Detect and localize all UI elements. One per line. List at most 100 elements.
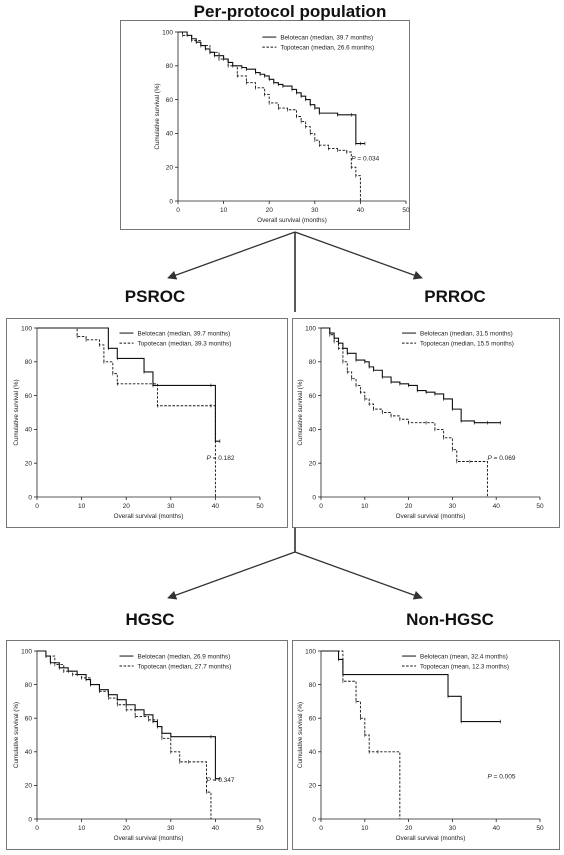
x-tick-label: 0	[176, 207, 180, 214]
x-tick-label: 50	[536, 503, 544, 510]
x-axis-label: Overall survival (months)	[396, 513, 466, 520]
x-tick-label: 20	[405, 825, 413, 832]
p-value-label: P = 0.347	[206, 777, 234, 784]
legend-label: Belotecan (median, 39.7 months)	[138, 330, 231, 337]
x-axis-label: Overall survival (months)	[114, 513, 184, 520]
chart-psroc: 0 10 20 30 40 50 0 20 40 60 80 100 Overall survival …	[6, 318, 288, 528]
y-tick-label: 40	[309, 427, 317, 434]
y-tick-label: 60	[25, 393, 33, 400]
y-tick-label: 100	[21, 325, 32, 332]
legend-label: Topotecan (median, 39.3 months)	[138, 340, 232, 347]
legend-label: Belotecan (median, 26.9 months)	[138, 653, 231, 660]
x-tick-label: 0	[319, 503, 323, 510]
x-tick-label: 10	[78, 503, 86, 510]
x-tick-label: 20	[123, 503, 131, 510]
x-axis-label: Overall survival (months)	[396, 835, 466, 842]
y-tick-label: 40	[25, 427, 33, 434]
y-tick-label: 80	[309, 359, 317, 366]
y-tick-label: 0	[28, 494, 32, 501]
legend-label: Topotecan (median, 15.5 months)	[420, 340, 514, 347]
heading-prroc: PRROC	[424, 287, 486, 306]
legend-label: Belotecan (mean, 32.4 months)	[420, 653, 508, 660]
x-tick-label: 50	[256, 825, 264, 832]
x-tick-label: 40	[212, 503, 220, 510]
y-tick-label: 0	[312, 494, 316, 501]
y-tick-label: 60	[309, 393, 317, 400]
p-value-label: P = 0.069	[487, 455, 515, 462]
x-tick-label: 20	[405, 503, 413, 510]
p-value-label: P = 0.034	[351, 155, 379, 162]
chart-hgsc: 0 10 20 30 40 50 0 20 40 60 80 100 Overall survival …	[6, 640, 288, 850]
y-tick-label: 100	[162, 29, 173, 36]
y-tick-label: 80	[309, 682, 317, 689]
series-line-belotecan	[321, 327, 501, 424]
y-tick-label: 0	[312, 816, 316, 823]
x-tick-label: 20	[266, 207, 274, 214]
y-tick-label: 20	[309, 461, 317, 468]
y-axis-label: Cumulative survival (%)	[154, 83, 161, 149]
x-tick-label: 0	[319, 825, 323, 832]
y-tick-label: 60	[25, 716, 33, 723]
y-tick-label: 60	[166, 97, 174, 104]
x-tick-label: 40	[493, 825, 501, 832]
series-line-belotecan	[321, 650, 501, 723]
legend-label: Topotecan (median, 26.6 months)	[280, 44, 374, 51]
legend-label: Belotecan (median, 39.7 months)	[280, 34, 373, 41]
heading-non-hgsc: Non-HGSC	[406, 610, 494, 629]
y-tick-label: 100	[305, 325, 316, 332]
y-tick-label: 40	[166, 131, 174, 138]
y-tick-label: 80	[25, 359, 33, 366]
chart-per-protocol: 0 10 20 30 40 50 0 20 40 60 80 100 Overall survival …	[120, 20, 410, 230]
x-tick-label: 0	[35, 825, 39, 832]
x-tick-label: 20	[123, 825, 131, 832]
x-axis-label: Overall survival (months)	[257, 217, 327, 224]
heading-per-protocol: Per-protocol population	[193, 2, 387, 21]
y-tick-label: 0	[28, 816, 32, 823]
y-tick-label: 80	[25, 682, 33, 689]
x-tick-label: 50	[256, 503, 264, 510]
p-value-label: P = 0.182	[206, 455, 234, 462]
x-tick-label: 30	[311, 207, 319, 214]
y-axis-label: Cumulative survival (%)	[297, 702, 304, 768]
legend-label: Belotecan (median, 31.5 months)	[420, 330, 513, 337]
y-tick-label: 60	[309, 716, 317, 723]
x-tick-label: 10	[78, 825, 86, 832]
chart-frame	[292, 640, 560, 850]
x-axis-label: Overall survival (months)	[114, 835, 184, 842]
x-tick-label: 40	[212, 825, 220, 832]
arrow-to-prroc	[294, 231, 423, 280]
series-line-belotecan	[37, 650, 220, 780]
x-tick-label: 50	[536, 825, 544, 832]
x-tick-label: 10	[220, 207, 228, 214]
y-tick-label: 100	[305, 648, 316, 655]
y-tick-label: 100	[21, 648, 32, 655]
chart-frame	[6, 640, 288, 850]
arrow-to-psroc	[167, 231, 296, 280]
y-tick-label: 0	[169, 198, 173, 205]
y-tick-label: 40	[309, 749, 317, 756]
legend-label: Topotecan (median, 27.7 months)	[138, 663, 232, 670]
y-tick-label: 80	[166, 63, 174, 70]
y-tick-label: 20	[309, 783, 317, 790]
y-axis-label: Cumulative survival (%)	[297, 379, 304, 445]
y-tick-label: 20	[166, 165, 174, 172]
y-axis-label: Cumulative survival (%)	[13, 379, 20, 445]
y-tick-label: 40	[25, 749, 33, 756]
chart-prroc: 0 10 20 30 40 50 0 20 40 60 80 100 Overall survival …	[292, 318, 560, 528]
legend-label: Topotecan (mean, 12.3 months)	[420, 663, 509, 670]
series-line-topotecan	[321, 650, 401, 819]
x-tick-label: 40	[493, 503, 501, 510]
p-value-label: P = 0.005	[487, 774, 515, 781]
x-tick-label: 30	[167, 503, 175, 510]
arrow-to-hgsc	[167, 551, 296, 600]
y-tick-label: 20	[25, 461, 33, 468]
x-tick-label: 40	[357, 207, 365, 214]
x-tick-label: 10	[361, 503, 369, 510]
series-line-topotecan	[37, 327, 216, 497]
heading-psroc: PSROC	[124, 287, 186, 306]
chart-frame	[6, 318, 288, 528]
y-axis-label: Cumulative survival (%)	[13, 702, 20, 768]
y-tick-label: 20	[25, 783, 33, 790]
series-line-topotecan	[321, 327, 488, 497]
